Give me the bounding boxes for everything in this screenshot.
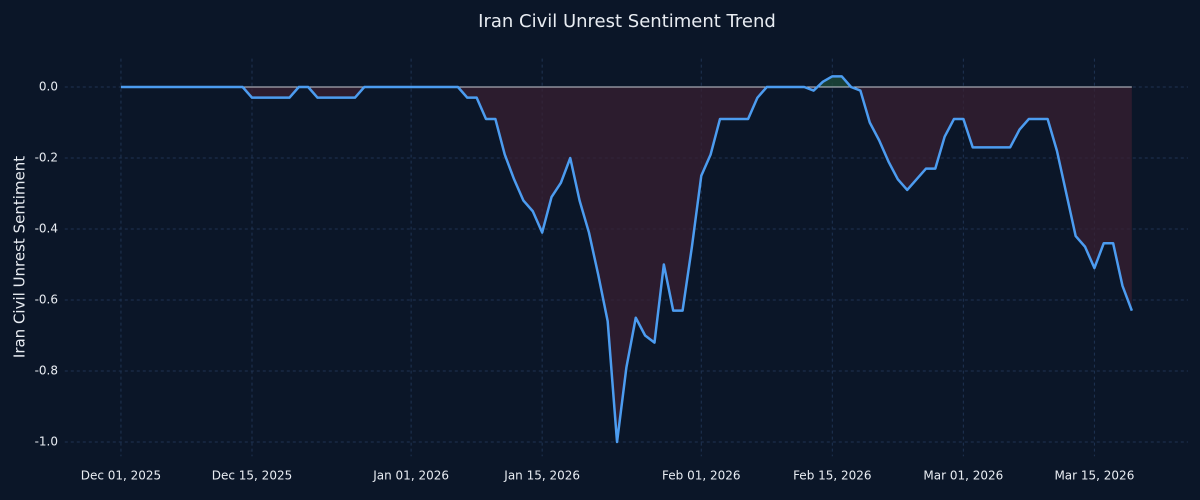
y-tick-label: -1.0: [35, 435, 58, 449]
y-axis-label: Iran Civil Unrest Sentiment: [11, 156, 29, 358]
x-tick-label: Feb 15, 2026: [793, 469, 872, 483]
x-tick-label: Dec 15, 2025: [212, 469, 292, 483]
x-tick-label: Mar 15, 2026: [1054, 469, 1134, 483]
x-tick-label: Mar 01, 2026: [923, 469, 1003, 483]
x-tick-label: Jan 01, 2026: [372, 469, 449, 483]
chart-title: Iran Civil Unrest Sentiment Trend: [478, 11, 776, 32]
y-tick-label: 0.0: [39, 80, 58, 94]
y-tick-label: -0.2: [35, 151, 58, 165]
y-tick-label: -0.4: [35, 222, 58, 236]
area-below: [120, 87, 1132, 442]
line: [120, 75, 1134, 444]
y-tick-label: -0.6: [35, 293, 58, 307]
x-tick-label: Dec 01, 2025: [81, 469, 161, 483]
x-tick-label: Jan 15, 2026: [503, 469, 580, 483]
x-tick-label: Feb 01, 2026: [662, 469, 741, 483]
y-tick-label: -0.8: [35, 364, 58, 378]
